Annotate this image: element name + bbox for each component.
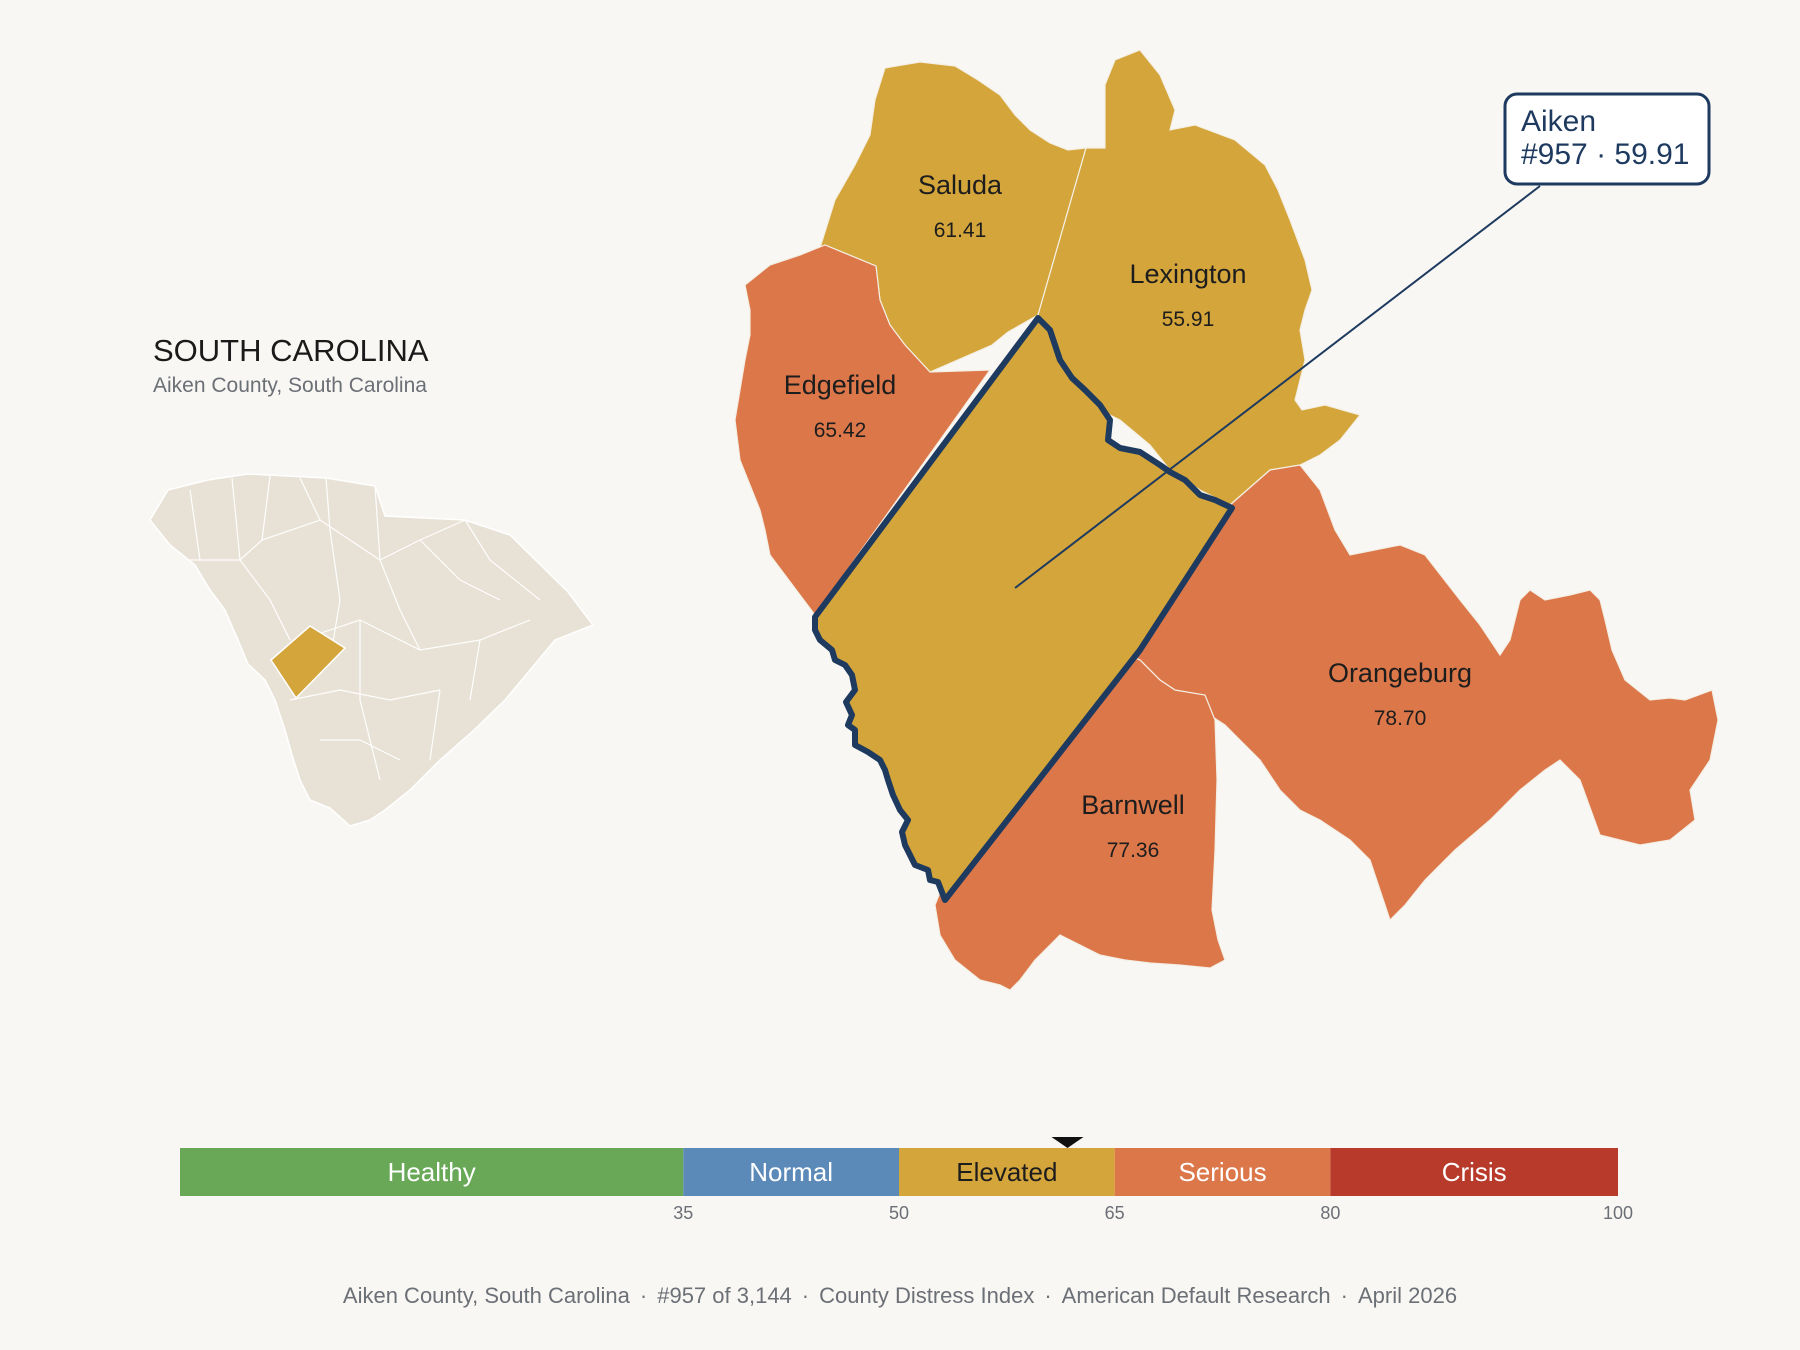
callout: Aiken #957 · 59.91 (1014, 92, 1711, 589)
county-value-barnwell: 77.36 (1107, 839, 1160, 862)
footer: Aiken County, South Carolina · #957 of 3,1… (342, 1283, 1458, 1308)
county-label-orangeburg: Orangeburg (1328, 658, 1472, 688)
county-label-lexington: Lexington (1129, 259, 1246, 289)
legend-tick-label: 50 (889, 1203, 909, 1223)
callout-box (1503, 92, 1711, 186)
state-subtitle: Aiken County, South Carolina (153, 374, 427, 397)
inset-aiken-highlight (270, 625, 347, 700)
callout-rank-value: #957 · 59.91 (1521, 138, 1689, 171)
county-barnwell (934, 649, 1226, 991)
legend-band-label: Healthy (388, 1157, 476, 1187)
legend-band-label: Serious (1178, 1157, 1266, 1187)
county-labels: Saluda 61.41 Lexington 55.91 Edgefield 6… (784, 170, 1472, 862)
county-value-edgefield: 65.42 (814, 419, 867, 442)
county-edgefield (734, 244, 992, 617)
legend-tick-label: 80 (1320, 1203, 1340, 1223)
legend-band-normal (683, 1148, 899, 1196)
county-label-saluda: Saluda (918, 170, 1003, 200)
inset-county-lines (189, 475, 541, 781)
state-inset-outline (149, 473, 595, 827)
legend-scale: Healthy Normal Elevated Serious Crisis 35 50 65… (180, 1137, 1633, 1223)
county-aiken (812, 315, 1235, 903)
footer-date: April 2026 (1358, 1283, 1458, 1308)
legend-band-healthy (180, 1148, 684, 1196)
county-value-orangeburg: 78.70 (1374, 707, 1427, 730)
legend-band-label: Normal (749, 1157, 833, 1187)
legend-band-label: Crisis (1442, 1157, 1507, 1187)
county-value-lexington: 55.91 (1162, 308, 1215, 331)
legend-tick-label: 35 (673, 1203, 693, 1223)
legend-band-serious (1114, 1148, 1331, 1196)
state-inset-map (149, 473, 595, 827)
callout-county-name: Aiken (1521, 105, 1596, 138)
county-saluda (818, 61, 1087, 373)
county-value-saluda: 61.41 (934, 219, 987, 242)
footer-index-name: County Distress Index (819, 1283, 1035, 1308)
county-label-barnwell: Barnwell (1081, 790, 1185, 820)
legend-tick-label: 65 (1105, 1203, 1125, 1223)
callout-leader-line (1014, 185, 1541, 589)
legend-band-label: Elevated (956, 1157, 1057, 1187)
legend-marker-icon (1051, 1137, 1084, 1148)
main-county-map (734, 49, 1719, 991)
county-orangeburg (1113, 464, 1719, 922)
footer-location: Aiken County, South Carolina (342, 1283, 630, 1308)
legend-tick-label: 100 (1603, 1203, 1633, 1223)
county-label-edgefield: Edgefield (784, 370, 897, 400)
footer-rank: #957 of 3,144 (657, 1283, 792, 1308)
legend-band-crisis (1330, 1148, 1618, 1196)
state-title: SOUTH CAROLINA (153, 333, 429, 368)
footer-source: American Default Research (1061, 1283, 1331, 1308)
legend-band-elevated (899, 1148, 1115, 1196)
